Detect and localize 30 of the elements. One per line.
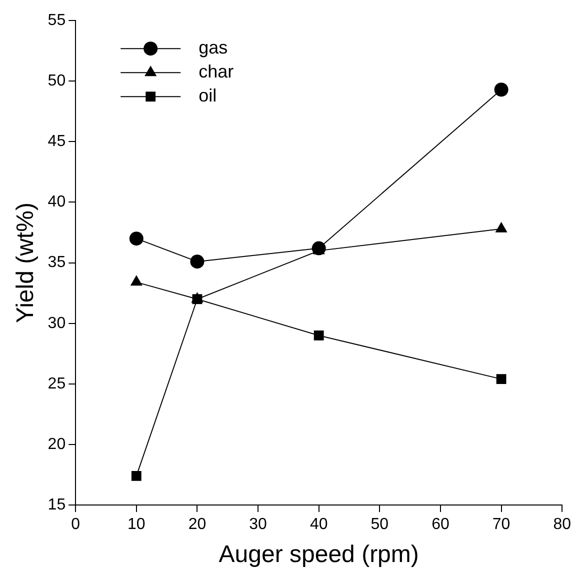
point (496, 374, 506, 384)
point (314, 330, 324, 340)
y-tick-label: 45 (48, 133, 66, 150)
x-tick-label: 70 (492, 516, 510, 534)
point (190, 254, 204, 269)
x-tick-label: 50 (370, 516, 389, 534)
x-tick-label: 40 (310, 516, 328, 534)
point (494, 82, 508, 97)
x-tick-label: 20 (188, 516, 206, 534)
y-tick-label: 50 (48, 72, 66, 90)
y-tick-label: 35 (48, 254, 66, 272)
y-tick-label: 40 (48, 194, 66, 211)
y-tick-label: 30 (48, 314, 66, 332)
point (131, 470, 142, 481)
y-tick-label: 25 (48, 375, 66, 392)
x-axis-title: Auger speed (rpm) (218, 541, 419, 568)
y-tick-label: 20 (48, 436, 66, 453)
x-tick-label: 0 (71, 516, 80, 534)
point (312, 241, 326, 256)
y-tick-label: 55 (48, 12, 66, 30)
x-tick-label: 80 (553, 516, 572, 534)
x-tick-label: 10 (128, 516, 146, 534)
x-tick-label: 60 (432, 516, 450, 534)
y-axis-title: Yield (wt%) (12, 202, 40, 324)
legend-label: char (198, 62, 234, 82)
x-tick-label: 30 (249, 516, 268, 534)
y-tick-label: 15 (48, 496, 66, 514)
legend-label: oil (198, 86, 217, 106)
legend-label: gas (198, 38, 228, 58)
point (129, 232, 144, 246)
